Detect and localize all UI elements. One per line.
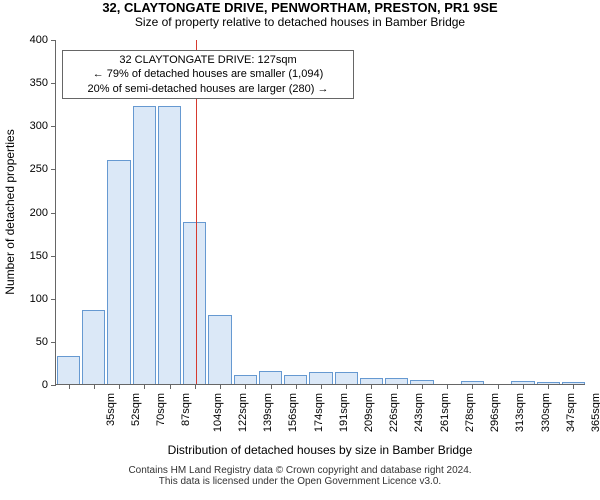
x-tick-label: 156sqm	[287, 393, 299, 432]
chart-title: 32, CLAYTONGATE DRIVE, PENWORTHAM, PREST…	[0, 0, 600, 15]
y-tick-label: 100	[30, 293, 48, 305]
footer: Contains HM Land Registry data © Crown c…	[0, 465, 600, 487]
x-tick-label: 122sqm	[237, 393, 249, 432]
x-tick	[548, 384, 549, 389]
x-tick-label: 35sqm	[105, 393, 117, 426]
x-tick	[296, 384, 297, 389]
histogram-bar	[107, 160, 130, 384]
histogram-bar	[57, 356, 80, 384]
annotation-line2: ← 79% of detached houses are smaller (1,…	[67, 67, 349, 81]
histogram-bar	[82, 310, 105, 384]
histogram-bar	[208, 315, 231, 384]
histogram-bar	[234, 375, 257, 384]
x-tick	[195, 384, 196, 389]
x-tick-label: 174sqm	[313, 393, 325, 432]
y-tick-label: 300	[30, 120, 48, 132]
y-tick-label: 250	[30, 163, 48, 175]
x-tick-label: 313sqm	[515, 393, 527, 432]
x-tick	[119, 384, 120, 389]
histogram-bar	[158, 106, 181, 384]
y-axis-label: Number of detached properties	[3, 112, 17, 312]
x-tick-label: 278sqm	[464, 393, 476, 432]
y-tick-label: 50	[36, 336, 48, 348]
footer-line1: Contains HM Land Registry data © Crown c…	[0, 465, 600, 476]
x-tick	[498, 384, 499, 389]
x-tick	[472, 384, 473, 389]
x-tick-label: 365sqm	[590, 393, 600, 432]
x-tick	[271, 384, 272, 389]
x-tick	[170, 384, 171, 389]
annotation-line3: 20% of semi-detached houses are larger (…	[67, 82, 349, 96]
footer-line2: This data is licensed under the Open Gov…	[0, 476, 600, 487]
x-tick-label: 347sqm	[565, 393, 577, 432]
x-tick	[94, 384, 95, 389]
x-tick-label: 330sqm	[540, 393, 552, 432]
x-tick	[371, 384, 372, 389]
y-tick-label: 0	[42, 379, 48, 391]
x-tick-label: 243sqm	[414, 393, 426, 432]
x-tick	[422, 384, 423, 389]
x-tick	[397, 384, 398, 389]
x-tick	[220, 384, 221, 389]
x-tick	[573, 384, 574, 389]
histogram-bar	[335, 372, 358, 384]
x-tick-label: 209sqm	[363, 393, 375, 432]
histogram-bar	[259, 371, 282, 384]
y-tick-label: 150	[30, 250, 48, 262]
x-tick	[321, 384, 322, 389]
annotation-box: 32 CLAYTONGATE DRIVE: 127sqm ← 79% of de…	[62, 50, 354, 99]
x-tick	[245, 384, 246, 389]
x-tick-label: 104sqm	[212, 393, 224, 432]
x-tick-label: 191sqm	[338, 393, 350, 432]
histogram-bar	[183, 222, 206, 384]
histogram-bar	[309, 372, 332, 384]
x-tick-label: 296sqm	[489, 393, 501, 432]
y-tick-label: 400	[30, 34, 48, 46]
x-tick-label: 226sqm	[388, 393, 400, 432]
x-axis-label: Distribution of detached houses by size …	[55, 443, 585, 457]
x-tick-label: 70sqm	[155, 393, 167, 426]
x-tick-label: 261sqm	[439, 393, 451, 432]
x-tick-label: 87sqm	[180, 393, 192, 426]
y-tick-label: 200	[30, 207, 48, 219]
x-tick	[447, 384, 448, 389]
x-tick	[346, 384, 347, 389]
histogram-bar	[284, 375, 307, 384]
x-tick	[144, 384, 145, 389]
x-tick	[523, 384, 524, 389]
histogram-bar	[133, 106, 156, 384]
x-tick	[69, 384, 70, 389]
x-tick-label: 52sqm	[130, 393, 142, 426]
chart-subtitle: Size of property relative to detached ho…	[0, 15, 600, 29]
x-tick-label: 139sqm	[262, 393, 274, 432]
annotation-line1: 32 CLAYTONGATE DRIVE: 127sqm	[67, 53, 349, 67]
y-tick-label: 350	[30, 77, 48, 89]
